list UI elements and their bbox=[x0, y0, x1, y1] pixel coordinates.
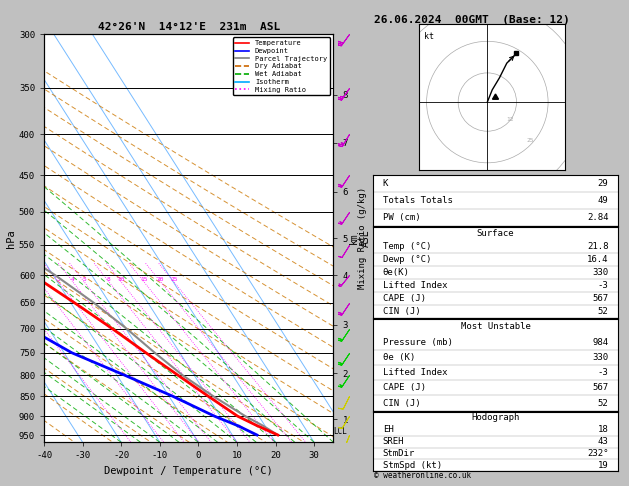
Text: θe(K): θe(K) bbox=[383, 268, 409, 277]
X-axis label: Dewpoint / Temperature (°C): Dewpoint / Temperature (°C) bbox=[104, 466, 273, 476]
Text: K: K bbox=[383, 179, 388, 188]
Text: 25: 25 bbox=[527, 138, 534, 142]
Text: 567: 567 bbox=[593, 383, 608, 392]
Text: 29: 29 bbox=[598, 179, 608, 188]
Text: CAPE (J): CAPE (J) bbox=[383, 383, 426, 392]
Text: EH: EH bbox=[383, 425, 394, 434]
Y-axis label: km
ASL: km ASL bbox=[349, 229, 370, 247]
Title: 42°26'N  14°12'E  231m  ASL: 42°26'N 14°12'E 231m ASL bbox=[97, 22, 280, 32]
Text: 26.06.2024  00GMT  (Base: 12): 26.06.2024 00GMT (Base: 12) bbox=[374, 15, 570, 25]
Text: 5: 5 bbox=[82, 277, 86, 282]
Text: LCL: LCL bbox=[333, 427, 348, 436]
Text: Pressure (mb): Pressure (mb) bbox=[383, 338, 453, 347]
Text: StmSpd (kt): StmSpd (kt) bbox=[383, 461, 442, 470]
Text: 12: 12 bbox=[506, 117, 514, 122]
Text: -3: -3 bbox=[598, 368, 608, 377]
Text: θe (K): θe (K) bbox=[383, 353, 415, 362]
Text: 49: 49 bbox=[598, 196, 608, 205]
Text: 567: 567 bbox=[593, 294, 608, 303]
Text: 3: 3 bbox=[57, 277, 60, 282]
Text: 20: 20 bbox=[157, 277, 164, 282]
Text: © weatheronline.co.uk: © weatheronline.co.uk bbox=[374, 471, 471, 480]
Legend: Temperature, Dewpoint, Parcel Trajectory, Dry Adiabat, Wet Adiabat, Isotherm, Mi: Temperature, Dewpoint, Parcel Trajectory… bbox=[233, 37, 330, 95]
Text: 2.84: 2.84 bbox=[587, 213, 608, 222]
Text: kt: kt bbox=[424, 32, 434, 41]
Y-axis label: hPa: hPa bbox=[6, 229, 16, 247]
Text: 15: 15 bbox=[140, 277, 148, 282]
Text: 43: 43 bbox=[598, 437, 608, 446]
Text: PW (cm): PW (cm) bbox=[383, 213, 420, 222]
Text: Hodograph: Hodograph bbox=[472, 413, 520, 422]
Text: 8: 8 bbox=[107, 277, 111, 282]
Text: Totals Totals: Totals Totals bbox=[383, 196, 453, 205]
Text: Lifted Index: Lifted Index bbox=[383, 281, 447, 290]
Text: 10: 10 bbox=[117, 277, 125, 282]
Text: SREH: SREH bbox=[383, 437, 404, 446]
Text: Temp (°C): Temp (°C) bbox=[383, 242, 431, 251]
Text: 18: 18 bbox=[598, 425, 608, 434]
Text: Lifted Index: Lifted Index bbox=[383, 368, 447, 377]
Text: Mixing Ratio (g/kg): Mixing Ratio (g/kg) bbox=[359, 187, 367, 289]
Text: 19: 19 bbox=[598, 461, 608, 470]
Text: 52: 52 bbox=[598, 399, 608, 408]
Text: 330: 330 bbox=[593, 268, 608, 277]
Text: CIN (J): CIN (J) bbox=[383, 307, 420, 316]
Text: 52: 52 bbox=[598, 307, 608, 316]
Text: 21.8: 21.8 bbox=[587, 242, 608, 251]
Text: 984: 984 bbox=[593, 338, 608, 347]
Text: 330: 330 bbox=[593, 353, 608, 362]
Text: CIN (J): CIN (J) bbox=[383, 399, 420, 408]
Text: 16.4: 16.4 bbox=[587, 255, 608, 264]
Text: 232°: 232° bbox=[587, 449, 608, 458]
Text: 25: 25 bbox=[170, 277, 177, 282]
Text: Surface: Surface bbox=[477, 229, 515, 238]
Text: Most Unstable: Most Unstable bbox=[460, 322, 531, 331]
Text: StmDir: StmDir bbox=[383, 449, 415, 458]
Text: Dewp (°C): Dewp (°C) bbox=[383, 255, 431, 264]
Text: -3: -3 bbox=[598, 281, 608, 290]
Text: CAPE (J): CAPE (J) bbox=[383, 294, 426, 303]
Text: 4: 4 bbox=[71, 277, 75, 282]
